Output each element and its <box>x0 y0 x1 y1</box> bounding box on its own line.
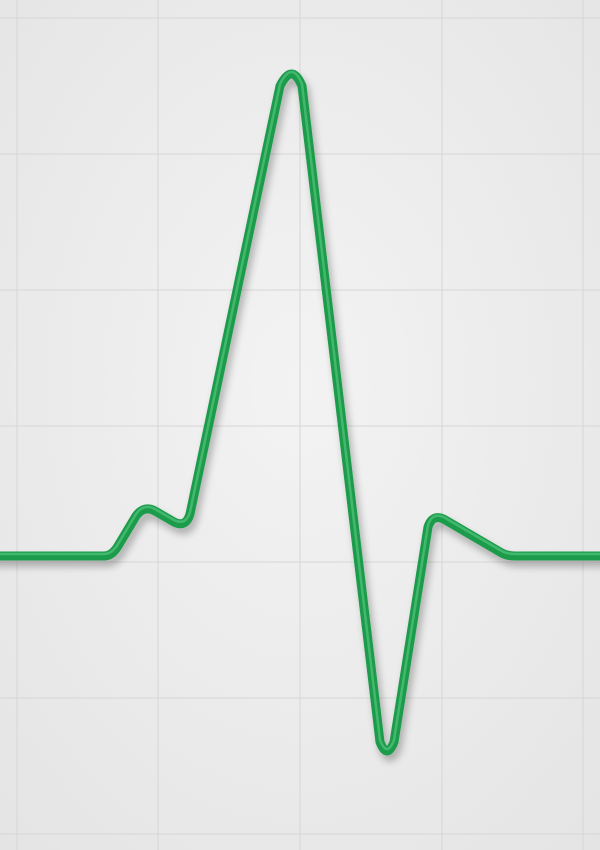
ecg-trace <box>0 69 600 756</box>
ecg-trace-highlight <box>0 70 600 751</box>
